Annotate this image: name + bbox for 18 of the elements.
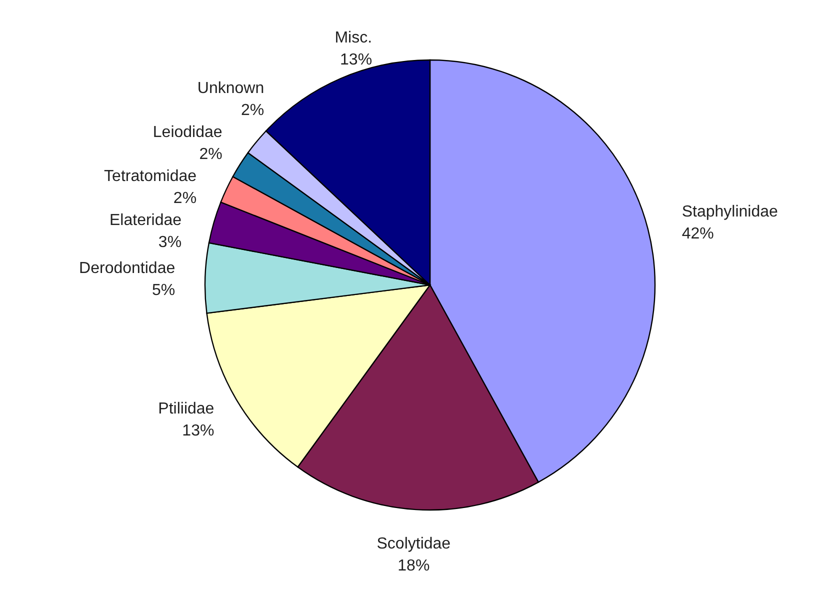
data-label: 3%	[158, 234, 182, 251]
data-label: 18%	[398, 557, 430, 574]
slice-label: Unknown	[197, 80, 264, 97]
slice-label: Misc.	[334, 29, 372, 46]
slice-label: Staphylinidae	[682, 203, 778, 220]
slice-label: Elateridae	[110, 212, 182, 229]
slice-label: Tetratomidae	[104, 168, 197, 185]
data-label: 42%	[682, 225, 714, 242]
data-label: 2%	[199, 146, 222, 163]
data-label: 13%	[182, 422, 214, 440]
slice-label: Derodontidae	[79, 260, 176, 277]
data-label: 2%	[173, 190, 197, 207]
slice-label: Leiodidae	[152, 124, 222, 141]
slice-label: Scolytidae	[376, 535, 451, 552]
data-label: 5%	[152, 282, 176, 299]
data-label: 2%	[241, 102, 264, 119]
slice-label: Ptiliidae	[158, 400, 214, 418]
data-label: 13%	[340, 51, 372, 68]
